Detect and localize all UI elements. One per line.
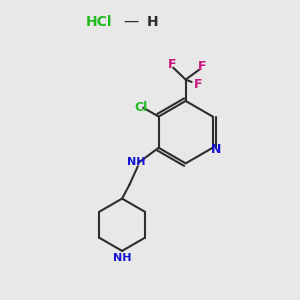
Text: NH: NH [127, 157, 146, 167]
Text: F: F [198, 60, 207, 73]
Text: Cl: Cl [134, 100, 147, 114]
Text: —: — [123, 14, 138, 29]
Text: H: H [147, 15, 159, 29]
Text: F: F [167, 58, 176, 71]
Text: NH: NH [113, 253, 132, 263]
Text: N: N [211, 143, 221, 156]
Text: F: F [194, 78, 203, 91]
Text: HCl: HCl [86, 15, 113, 29]
